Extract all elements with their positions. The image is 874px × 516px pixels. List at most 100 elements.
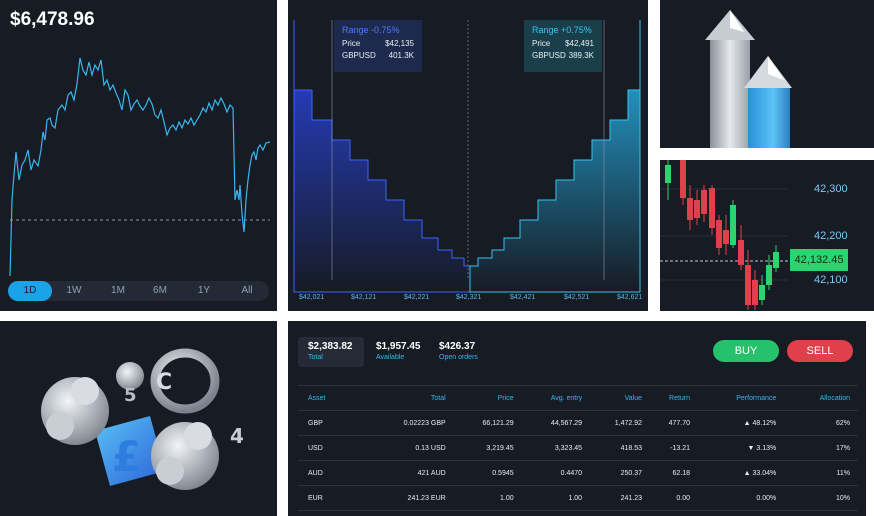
price-line bbox=[9, 57, 271, 277]
cell-value: 241.23 bbox=[583, 485, 644, 511]
buy-button[interactable]: BUY bbox=[713, 340, 779, 362]
x-tick-label: $42,321 bbox=[456, 294, 482, 301]
table-row[interactable]: AUD 421 AUD 0.5945 0.4470 250.37 62.18 ▲… bbox=[298, 460, 858, 486]
col-header-asset[interactable]: Asset bbox=[298, 385, 357, 411]
currency-cluster-icon: £ 5 C 4 bbox=[41, 348, 244, 490]
cell-allocation: 11% bbox=[777, 460, 858, 486]
open-orders-label: Open orders bbox=[439, 354, 478, 361]
cell-asset: GBP bbox=[298, 410, 357, 436]
range-1y-button[interactable]: 1Y bbox=[197, 285, 211, 296]
cell-allocation: 17% bbox=[777, 435, 858, 461]
available-value: $1,957.45 bbox=[376, 341, 421, 352]
right-range-tooltip: Range +0.75% Price $42,491 GBPUSD 389.3K bbox=[524, 20, 602, 72]
range-all-button[interactable]: All bbox=[241, 285, 253, 296]
candle bbox=[773, 252, 779, 268]
cell-performance: 0.00% bbox=[691, 485, 778, 511]
col-header-price[interactable]: Price bbox=[446, 385, 515, 411]
cell-return: -13.21 bbox=[643, 435, 692, 461]
x-tick-label: $42,521 bbox=[564, 294, 590, 301]
cell-avg-entry: 1.00 bbox=[514, 485, 584, 511]
cell-return: 477.70 bbox=[643, 410, 692, 436]
x-tick-label: $42,621 bbox=[617, 294, 643, 301]
tooltip-title: Range -0.75% bbox=[342, 25, 400, 35]
x-tick-label: $42,021 bbox=[299, 294, 325, 301]
total-value: $2,383.82 bbox=[308, 341, 353, 352]
tooltip-pair-label: GBPUSD bbox=[532, 51, 566, 60]
cell-asset: AUD bbox=[298, 460, 357, 486]
price-chart-panel: $6,478.96 1D 1W 1M 6M 1Y All bbox=[0, 0, 277, 311]
ask-depth-area bbox=[469, 20, 641, 293]
cell-return: 62.18 bbox=[643, 460, 692, 486]
cell-asset: USD bbox=[298, 435, 357, 461]
cell-total: 421 AUD bbox=[356, 460, 447, 486]
candle bbox=[665, 165, 671, 183]
candles bbox=[665, 160, 779, 310]
svg-text:5: 5 bbox=[124, 385, 137, 406]
cell-value: 250.37 bbox=[583, 460, 644, 486]
depth-chart-panel: Range -0.75% Price $42,135 GBPUSD 401.3K R… bbox=[288, 0, 648, 311]
depth-chart bbox=[293, 20, 641, 293]
range-6m-button[interactable]: 6M bbox=[153, 285, 167, 296]
time-range-selector: 1D 1W 1M 6M 1Y All bbox=[8, 281, 269, 301]
price-level-label: 42,100 bbox=[814, 274, 848, 286]
cell-avg-entry: 3,323.45 bbox=[514, 435, 584, 461]
cell-performance: ▲ 48.12% bbox=[691, 410, 778, 436]
price-level-label: 42,200 bbox=[814, 230, 848, 242]
price-level-label: 42,300 bbox=[814, 183, 848, 195]
cell-price: 3,219.45 bbox=[446, 435, 515, 461]
tooltip-price-label: Price bbox=[342, 39, 361, 48]
left-range-tooltip: Range -0.75% Price $42,135 GBPUSD 401.3K bbox=[334, 20, 422, 72]
col-header-avg-entry[interactable]: Avg. entry bbox=[514, 385, 584, 411]
cell-allocation: 62% bbox=[777, 410, 858, 436]
candle bbox=[680, 160, 686, 198]
cell-asset: EUR bbox=[298, 485, 357, 511]
x-tick-label: $42,221 bbox=[404, 294, 430, 301]
cell-price: 66,121.29 bbox=[446, 410, 515, 436]
currency-3d-illustration: £ 5 C 4 bbox=[0, 321, 277, 516]
table-row[interactable]: GBP 0.02223 GBP 66,121.29 44,567.29 1,47… bbox=[298, 410, 858, 436]
col-header-performance[interactable]: Performance bbox=[691, 385, 778, 411]
x-tick-label: $42,421 bbox=[510, 294, 536, 301]
candle bbox=[759, 285, 765, 300]
col-header-total[interactable]: Total bbox=[356, 385, 447, 411]
cell-allocation: 10% bbox=[777, 485, 858, 511]
range-1w-button[interactable]: 1W bbox=[66, 285, 82, 296]
open-orders-value: $426.37 bbox=[439, 341, 476, 352]
cell-avg-entry: 44,567.29 bbox=[514, 410, 584, 436]
tooltip-price: $42,491 bbox=[565, 39, 594, 48]
cell-return: 0.00 bbox=[643, 485, 692, 511]
range-1m-button[interactable]: 1M bbox=[111, 285, 125, 296]
tooltip-pair-value: 389.3K bbox=[568, 51, 594, 60]
tooltip-price: $42,135 bbox=[385, 39, 414, 48]
table-row[interactable]: EUR 241.23 EUR 1.00 1.00 241.23 0.00 0.0… bbox=[298, 485, 858, 511]
cell-total: 0.02223 GBP bbox=[356, 410, 447, 436]
cell-price: 1.00 bbox=[446, 485, 515, 511]
candlestick-chart bbox=[660, 160, 790, 310]
tooltip-pair-label: GBPUSD bbox=[342, 51, 376, 60]
svg-text:4: 4 bbox=[230, 424, 244, 448]
col-header-value[interactable]: Value bbox=[583, 385, 644, 411]
portfolio-panel: $2,383.82 Total $1,957.45 Available $426… bbox=[288, 321, 866, 516]
candle bbox=[701, 190, 707, 214]
candle bbox=[766, 265, 772, 285]
candle bbox=[709, 188, 715, 228]
cell-avg-entry: 0.4470 bbox=[514, 460, 584, 486]
candle bbox=[730, 205, 736, 245]
svg-text:£: £ bbox=[112, 432, 141, 481]
tooltip-pair-value: 401.3K bbox=[388, 51, 414, 60]
balance-tab-total[interactable]: $2,383.82 Total bbox=[298, 337, 364, 367]
range-1d-button[interactable]: 1D bbox=[8, 281, 52, 301]
candlestick-panel: 42,300 42,200 42,100 42,132.45 bbox=[660, 160, 874, 311]
col-header-allocation[interactable]: Allocation bbox=[777, 385, 858, 411]
up-arrow-bars-icon bbox=[705, 10, 792, 148]
col-header-return[interactable]: Return bbox=[643, 385, 692, 411]
candle bbox=[723, 230, 729, 244]
portfolio-price: $6,478.96 bbox=[10, 9, 95, 30]
current-price-tag: 42,132.45 bbox=[790, 249, 848, 271]
sell-button[interactable]: SELL bbox=[787, 340, 853, 362]
table-row[interactable]: USD 0.13 USD 3,219.45 3,323.45 418.53 -1… bbox=[298, 435, 858, 461]
tooltip-price-label: Price bbox=[532, 39, 551, 48]
candle bbox=[687, 198, 693, 220]
cell-total: 0.13 USD bbox=[356, 435, 447, 461]
cell-price: 0.5945 bbox=[446, 460, 515, 486]
